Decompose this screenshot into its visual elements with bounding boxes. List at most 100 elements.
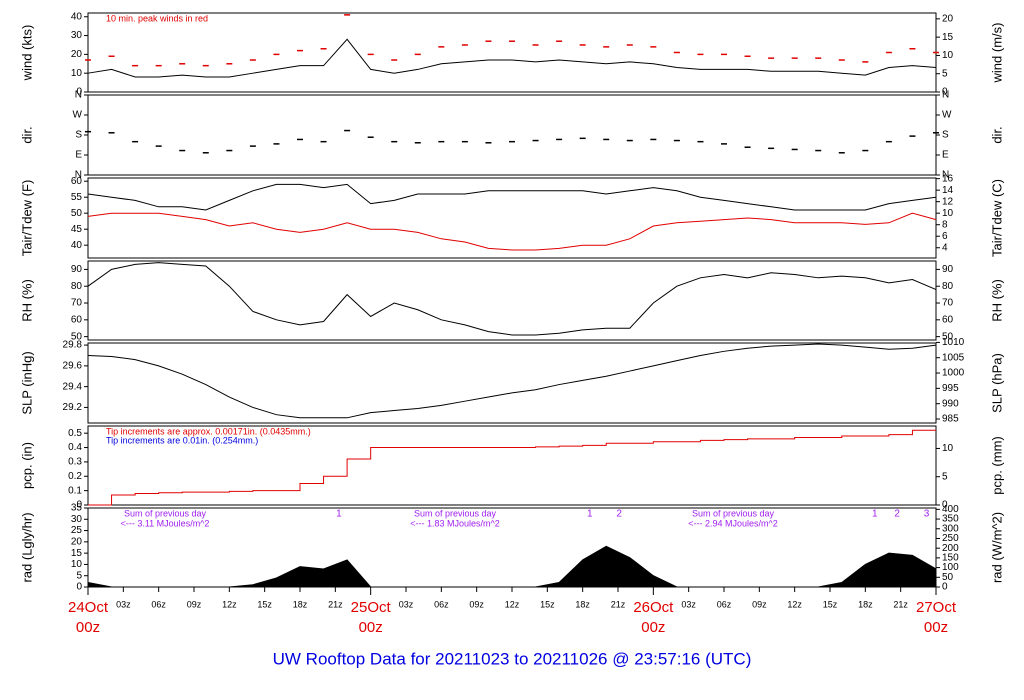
x-tick-label: 18z [858,599,873,609]
marker-label: 2 [616,509,622,520]
y2-tick-label: 50 [942,572,954,583]
y-axis-label: pcp. (in) [19,442,34,489]
y-tick-label: 15 [71,548,83,559]
marker-label: 1 [872,509,878,520]
y-tick-label: 30 [71,514,83,525]
y-tick-label: 20 [71,536,83,547]
y-tick-label: N [75,90,82,101]
date-sublabel: 00z [641,619,665,636]
y2-axis-label: Tair/Tdew (C) [989,179,1004,257]
y-axis-label: SLP (inHg) [19,351,34,414]
y-tick-label: 10 [71,68,83,79]
y2-tick-label: 250 [942,533,959,544]
y2-axis-label: dir. [989,126,1004,143]
y-tick-label: 30 [71,30,83,41]
annotation: Sum of previous day [692,508,775,518]
y2-tick-label: 985 [942,414,959,425]
y2-tick-label: 0 [942,500,948,511]
x-tick-label: 21z [893,599,908,609]
x-tick-label: 09z [469,599,484,609]
y2-tick-label: 90 [942,264,954,275]
y-tick-label: 60 [71,314,83,325]
x-tick-label: 06z [151,599,166,609]
y2-tick-label: 995 [942,383,959,394]
y-axis-label: rad (Lgly/hr) [19,512,34,582]
marker-label: 1 [336,509,342,520]
date-label: 26Oct [633,599,674,616]
annotation: <--- 1.83 MJoules/m^2 [410,518,500,528]
x-tick-label: 09z [752,599,767,609]
y2-axis-label: RH (%) [989,279,1004,322]
panel-frame [87,425,937,506]
y2-tick-label: 150 [942,553,959,564]
y2-tick-label: 50 [942,331,954,342]
date-label: 27Oct [916,599,957,616]
panel-frame [87,260,937,341]
y-tick-label: S [75,130,82,141]
y-tick-label: 0 [76,500,82,511]
y-tick-label: 25 [71,525,83,536]
y2-axis-label: rad (W/m^2) [989,512,1004,583]
panel-frame [87,12,937,93]
y2-tick-label: 4 [942,242,948,253]
x-tick-label: 15z [257,599,272,609]
y-tick-label: 0.5 [68,428,82,439]
y-tick-label: 0.4 [68,442,82,453]
data-line [87,38,937,78]
y-tick-label: 45 [71,224,83,235]
y-tick-label: 70 [71,298,83,309]
y-tick-label: W [73,110,83,121]
y2-tick-label: 10 [942,443,954,454]
y-tick-label: 55 [71,192,83,203]
x-tick-label: 18z [293,599,308,609]
panel-frame [87,507,937,588]
y2-tick-label: 10 [942,208,954,219]
y2-axis-label: SLP (hPa) [989,353,1004,413]
y-tick-label: N [75,170,82,181]
y2-tick-label: 10 [942,50,954,61]
panel-frame [87,94,937,176]
y2-tick-label: 12 [942,196,954,207]
y-tick-label: 29.2 [63,402,83,413]
y2-tick-label: 990 [942,398,959,409]
marker-label: 2 [894,509,900,520]
chart-title: UW Rooftop Data for 20211023 to 20211026… [273,649,752,668]
y2-tick-label: 15 [942,32,954,43]
x-tick-label: 12z [505,599,520,609]
y-axis-label: Tair/Tdew (F) [19,180,34,257]
y2-tick-label: 5 [942,471,948,482]
y-tick-label: E [75,150,82,161]
y-tick-label: 0 [76,87,82,98]
y-tick-label: 0.3 [68,457,82,468]
data-line [87,262,937,336]
y-tick-label: 50 [71,208,83,219]
y-axis-label: wind (kts) [19,25,34,82]
y2-tick-label: 200 [942,543,959,554]
y2-tick-label: 1010 [942,337,965,348]
x-tick-label: 03z [681,599,696,609]
y-tick-label: 29.6 [63,360,83,371]
y-tick-label: 60 [71,176,83,187]
data-line [87,183,937,211]
x-tick-label: 12z [787,599,802,609]
x-tick-label: 06z [434,599,449,609]
data-area [87,545,937,588]
y2-tick-label: 400 [942,504,959,515]
data-line [87,212,937,251]
x-tick-label: 03z [399,599,414,609]
y2-axis-label: pcp. (mm) [989,436,1004,495]
marker-label: 1 [587,509,593,520]
x-tick-label: 03z [116,599,131,609]
y-tick-label: 5 [76,570,82,581]
date-sublabel: 00z [359,619,383,636]
y-tick-label: 35 [71,503,83,514]
y2-tick-label: 5 [942,68,948,79]
y2-tick-label: 70 [942,298,954,309]
y2-tick-label: 1000 [942,368,965,379]
x-tick-label: 15z [823,599,838,609]
x-tick-label: 21z [328,599,343,609]
annotation: 10 min. peak winds in red [106,13,208,23]
y2-tick-label: 0 [942,87,948,98]
y2-tick-label: E [942,150,949,161]
